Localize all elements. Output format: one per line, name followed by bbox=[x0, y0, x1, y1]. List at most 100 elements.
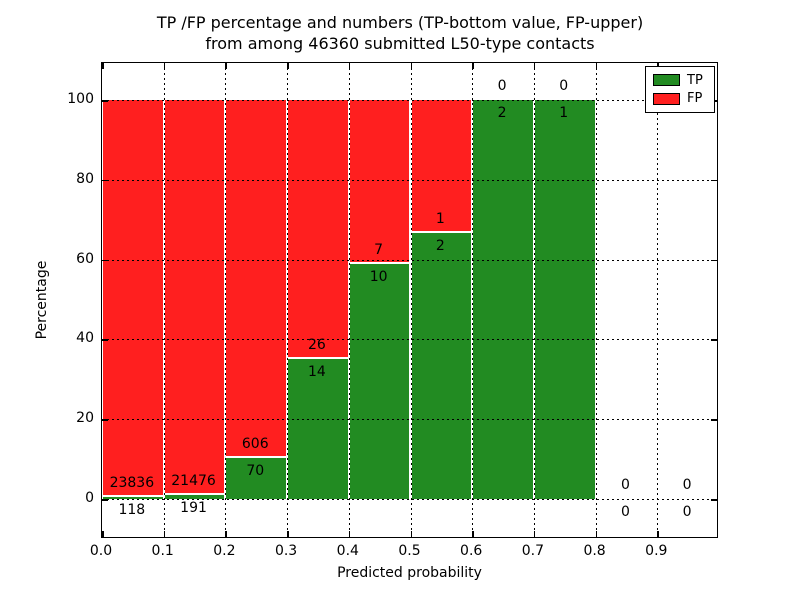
legend-label-fp: FP bbox=[687, 91, 703, 107]
x-tick-label: 0.3 bbox=[274, 543, 298, 559]
axis-tick bbox=[102, 531, 104, 537]
y-tick-label: 20 bbox=[76, 410, 94, 427]
gridline-vertical bbox=[657, 63, 659, 537]
axis-tick bbox=[102, 499, 108, 501]
bar-segment-tp bbox=[349, 264, 410, 499]
gridline-horizontal bbox=[102, 100, 717, 101]
y-axis-label: Percentage bbox=[34, 260, 50, 340]
gridline-horizontal bbox=[102, 339, 717, 341]
legend-label-tp: TP bbox=[687, 72, 703, 88]
legend: TP FP bbox=[645, 66, 715, 113]
bar-tp-count-label: 2 bbox=[435, 238, 445, 254]
bar-tp-count-label: 191 bbox=[180, 500, 207, 517]
x-axis-label: Predicted probability bbox=[337, 565, 482, 581]
chart-title-line1: TP /FP percentage and numbers (TP-bottom… bbox=[156, 13, 644, 32]
bar-segment-tp bbox=[103, 497, 163, 499]
gridline-vertical bbox=[472, 63, 474, 537]
gridline-horizontal bbox=[102, 499, 717, 500]
axis-tick bbox=[711, 419, 717, 421]
gridline-horizontal bbox=[102, 419, 717, 421]
gridline-vertical bbox=[163, 63, 165, 537]
bar-segment-fp bbox=[411, 100, 472, 233]
axis-tick bbox=[711, 179, 717, 182]
bar-segment-tp bbox=[288, 359, 348, 499]
chart-title: TP /FP percentage and numbers (TP-bottom… bbox=[0, 12, 800, 54]
axis-tick bbox=[657, 531, 659, 537]
axis-tick bbox=[102, 419, 108, 421]
plot-area bbox=[101, 62, 718, 538]
y-tick-label: 100 bbox=[67, 91, 94, 107]
axis-tick bbox=[711, 499, 717, 501]
y-tick-label: 40 bbox=[76, 330, 94, 347]
y-tick-label: 80 bbox=[76, 170, 94, 187]
bar-tp-count-label: 0 bbox=[620, 504, 630, 520]
axis-tick bbox=[287, 63, 289, 69]
bar-tp-count-label: 118 bbox=[118, 502, 146, 519]
gridline-vertical bbox=[410, 63, 412, 537]
y-tick-label: 0 bbox=[85, 490, 94, 506]
x-tick-label: 0.5 bbox=[398, 543, 421, 559]
bar-segment-tp bbox=[534, 100, 595, 499]
bar-fp-count-label: 0 bbox=[559, 78, 569, 94]
bar-tp-count-label: 1 bbox=[559, 105, 569, 121]
axis-tick bbox=[595, 531, 598, 537]
x-tick-label: 0.9 bbox=[645, 543, 668, 559]
bar-segment-tp bbox=[473, 100, 533, 499]
bar-segment-tp bbox=[226, 457, 287, 499]
axis-tick bbox=[287, 531, 289, 537]
x-tick-label: 0.4 bbox=[336, 543, 359, 559]
x-tick-label: 0.6 bbox=[460, 543, 483, 559]
bar-fp-count-label: 1 bbox=[435, 211, 445, 227]
bar-tp-count-label: 70 bbox=[246, 462, 265, 479]
axis-tick bbox=[533, 531, 536, 537]
gridline-horizontal bbox=[102, 179, 717, 181]
bar-fp-count-label: 606 bbox=[241, 435, 269, 452]
axis-tick bbox=[102, 63, 104, 69]
x-tick-label: 0.1 bbox=[151, 543, 174, 559]
chart-title-line2: from among 46360 submitted L50-type cont… bbox=[205, 34, 595, 53]
bar-segment-fp bbox=[349, 100, 410, 265]
gridline-vertical bbox=[595, 63, 597, 537]
bar-segment-fp bbox=[288, 100, 348, 360]
legend-swatch-tp-icon bbox=[653, 74, 680, 87]
bar-fp-count-label: 0 bbox=[682, 477, 692, 493]
x-tick-label: 0.7 bbox=[521, 543, 545, 559]
bar-fp-count-label: 21476 bbox=[171, 473, 216, 490]
axis-tick bbox=[102, 179, 108, 182]
axis-tick bbox=[102, 259, 108, 262]
axis-tick bbox=[595, 63, 598, 69]
axis-tick bbox=[102, 100, 108, 102]
x-tick-label: 0.2 bbox=[213, 543, 236, 559]
axis-tick bbox=[711, 339, 717, 341]
bar-segment-fp bbox=[164, 100, 225, 496]
x-tick-label: 0.0 bbox=[89, 543, 113, 559]
bar-segment-tp bbox=[164, 495, 225, 499]
gridline-vertical bbox=[348, 63, 350, 537]
legend-entry-fp: FP bbox=[653, 92, 707, 105]
bar-segment-tp bbox=[411, 233, 472, 499]
axis-tick bbox=[163, 63, 166, 69]
axis-tick bbox=[472, 531, 474, 537]
bar-fp-count-label: 0 bbox=[620, 477, 630, 493]
axis-tick bbox=[533, 63, 536, 69]
bar-fp-count-label: 26 bbox=[308, 337, 326, 354]
axis-tick bbox=[225, 63, 227, 69]
bar-segment-fp bbox=[103, 100, 163, 498]
bar-tp-count-label: 10 bbox=[369, 269, 388, 286]
gridline-vertical bbox=[287, 63, 289, 537]
axis-tick bbox=[410, 531, 412, 537]
axis-tick bbox=[348, 531, 351, 537]
legend-swatch-fp-icon bbox=[653, 92, 680, 105]
axis-tick bbox=[163, 531, 166, 537]
gridline-vertical bbox=[225, 63, 227, 537]
x-tick-label: 0.8 bbox=[583, 543, 606, 559]
bar-tp-count-label: 14 bbox=[308, 364, 326, 381]
axis-tick bbox=[225, 531, 227, 537]
axis-tick bbox=[102, 339, 108, 341]
bar-segment-fp bbox=[226, 100, 287, 458]
gridline-horizontal bbox=[102, 259, 717, 261]
bar-fp-count-label: 23836 bbox=[109, 475, 155, 492]
gridline-vertical bbox=[533, 63, 535, 537]
axis-tick bbox=[711, 259, 717, 262]
